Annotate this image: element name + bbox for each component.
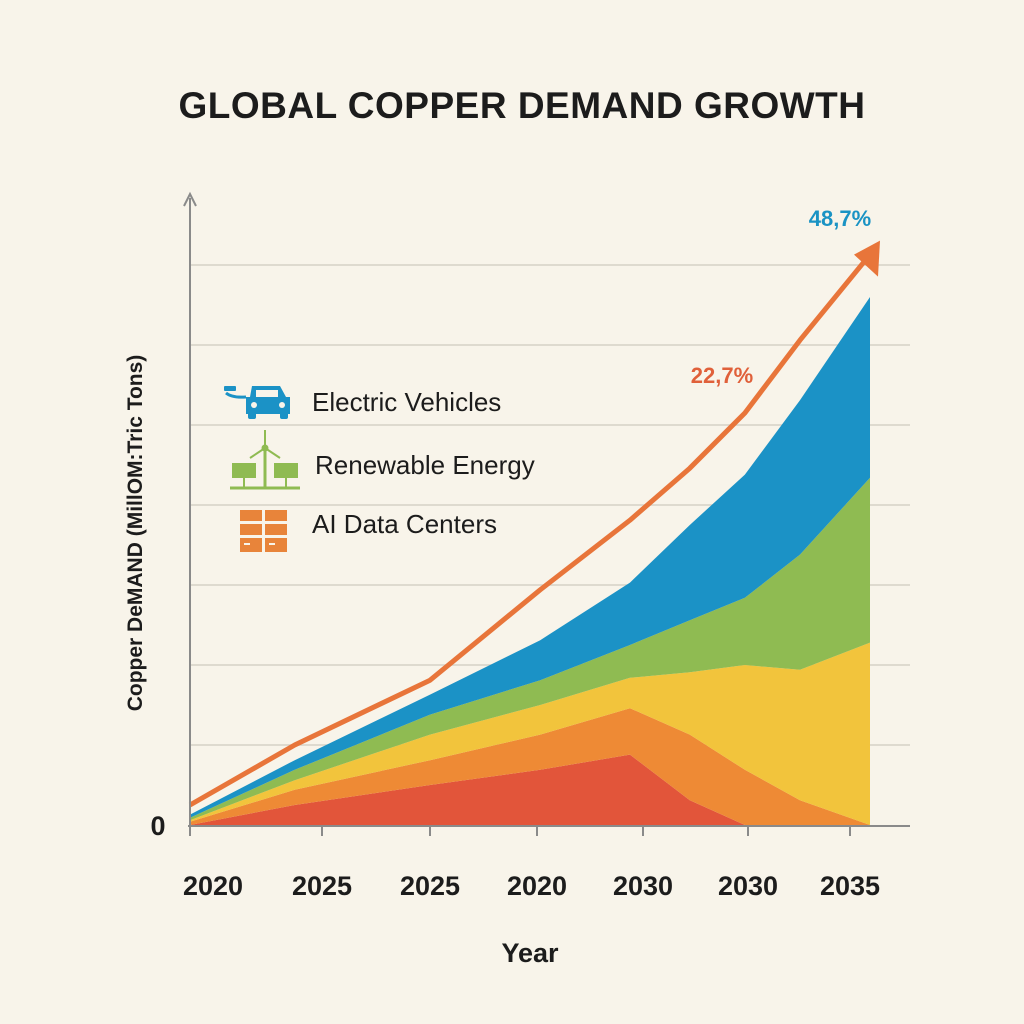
annotation-22-7: 22,7% <box>691 363 753 388</box>
x-tick-label: 2025 <box>292 871 352 901</box>
annotation-48-7: 48,7% <box>809 206 871 231</box>
layer-1-area <box>190 708 870 825</box>
trend-arrowhead <box>854 240 880 277</box>
legend-item-electric-vehicles: Electric Vehicles <box>224 386 501 419</box>
server-rack-icon <box>240 510 287 552</box>
trend-line <box>188 253 872 808</box>
y-axis-label: Copper DeMAND (MillOM:Tric Tons) <box>124 355 147 712</box>
trend-line-group <box>188 240 880 808</box>
x-tick-label: 2030 <box>613 871 673 901</box>
legend-label: AI Data Centers <box>312 509 497 539</box>
chart-title: GLOBAL COPPER DEMAND GROWTH <box>178 85 865 126</box>
legend-item-renewable-energy: Renewable Energy <box>230 430 535 490</box>
legend-label: Renewable Energy <box>315 450 535 480</box>
y-tick-label: 0 <box>150 811 165 841</box>
x-axis-label: Year <box>501 938 559 968</box>
y-axis-arrow <box>183 191 197 207</box>
layer-2-area <box>190 642 870 825</box>
x-tick-label: 2035 <box>820 871 880 901</box>
legend: Electric Vehicles Renewable Energy <box>224 386 535 552</box>
electric-vehicles-area <box>190 297 870 818</box>
x-tick-label: 2025 <box>400 871 460 901</box>
x-tick-label: 2020 <box>183 871 243 901</box>
legend-item-ai-data-centers: AI Data Centers <box>240 509 497 552</box>
legend-label: Electric Vehicles <box>312 387 501 417</box>
x-tick-label: 2020 <box>507 871 567 901</box>
stacked-areas <box>190 297 870 825</box>
electric-car-icon <box>224 386 290 419</box>
wind-solar-icon <box>230 430 300 490</box>
renewable-energy-area <box>190 477 870 821</box>
x-ticks: 2020 2025 2025 2020 2030 2030 2035 <box>183 826 880 901</box>
x-tick-label: 2030 <box>718 871 778 901</box>
layer-0-area <box>190 754 870 825</box>
